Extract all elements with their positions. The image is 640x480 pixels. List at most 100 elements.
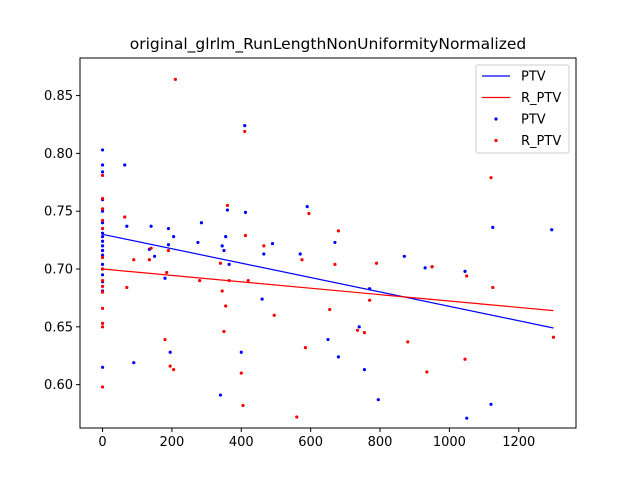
x-tick-label-0: 0 <box>98 435 106 450</box>
point-r-ptv-9 <box>100 290 105 294</box>
point-r-ptv-21 <box>166 248 171 253</box>
point-ptv-25 <box>163 276 167 280</box>
point-r-ptv-24 <box>173 77 177 81</box>
point-ptv-32 <box>218 393 223 397</box>
chart-title: original_glrlm_RunLengthNonUniformityNor… <box>130 35 527 54</box>
point-ptv-38 <box>239 350 243 354</box>
point-ptv-2 <box>100 170 105 174</box>
point-ptv-52 <box>376 398 380 402</box>
x-axis: 0 200 400 600 800 1000 1200 <box>98 428 535 450</box>
legend-box <box>475 64 570 154</box>
point-ptv-12 <box>100 253 105 257</box>
point-r-ptv-43 <box>328 307 332 312</box>
point-r-ptv-32 <box>239 371 243 375</box>
y-tick-label-3: 0.75 <box>44 205 73 220</box>
point-r-ptv-29 <box>224 304 228 308</box>
point-r-ptv-55 <box>489 176 493 180</box>
axes-frame <box>79 57 577 429</box>
point-r-ptv-19 <box>163 337 167 342</box>
point-ptv-56 <box>463 269 467 273</box>
point-r-ptv-30 <box>225 203 230 208</box>
point-r-ptv-14 <box>123 215 127 219</box>
point-r-ptv-11 <box>100 321 105 325</box>
point-r-ptv-25 <box>198 278 202 283</box>
point-r-ptv-50 <box>406 340 410 344</box>
point-r-ptv-45 <box>336 229 341 233</box>
point-ptv-28 <box>168 350 172 354</box>
x-tick-label-1: 200 <box>160 435 185 450</box>
y-tick-label-0: 0.60 <box>44 378 73 393</box>
point-r-ptv-36 <box>246 278 250 283</box>
point-r-ptv-42 <box>307 211 311 216</box>
plot-area <box>100 77 556 420</box>
point-ptv-5 <box>100 221 105 225</box>
point-ptv-15 <box>100 273 105 277</box>
point-ptv-26 <box>166 243 171 247</box>
point-r-ptv-3 <box>100 218 105 223</box>
point-ptv-45 <box>305 204 309 209</box>
y-tick-label-2: 0.70 <box>44 263 73 278</box>
point-r-ptv-57 <box>551 335 556 339</box>
point-r-ptv-40 <box>300 258 304 262</box>
x-tick-label-4: 800 <box>368 435 393 450</box>
point-ptv-57 <box>465 416 469 420</box>
point-ptv-1 <box>100 163 105 167</box>
point-ptv-46 <box>326 337 330 342</box>
point-ptv-58 <box>489 402 493 406</box>
point-r-ptv-46 <box>355 328 360 332</box>
point-r-ptv-37 <box>262 244 266 248</box>
point-ptv-11 <box>100 248 105 253</box>
x-tick-label-6: 1200 <box>502 435 535 450</box>
point-ptv-59 <box>491 225 495 229</box>
point-r-ptv-34 <box>243 129 247 134</box>
point-ptv-41 <box>260 297 264 301</box>
point-ptv-8 <box>100 235 105 239</box>
point-r-ptv-28 <box>222 329 226 334</box>
legend-label-r-ptv-line: R_PTV <box>521 91 561 106</box>
point-ptv-30 <box>196 240 200 245</box>
point-ptv-39 <box>243 124 247 128</box>
x-tick-label-2: 400 <box>229 435 254 450</box>
point-ptv-24 <box>152 254 157 258</box>
point-r-ptv-5 <box>100 255 105 260</box>
point-r-ptv-15 <box>125 285 129 290</box>
point-r-ptv-33 <box>241 403 245 408</box>
point-r-ptv-26 <box>218 261 223 265</box>
x-tick-label-3: 600 <box>298 435 323 450</box>
legend-label-ptv-marker: PTV <box>521 113 546 128</box>
point-ptv-20 <box>125 224 129 228</box>
y-tick-label-5: 0.85 <box>44 89 73 104</box>
point-ptv-43 <box>270 241 275 246</box>
point-r-ptv-23 <box>172 368 176 372</box>
point-r-ptv-2 <box>100 207 105 211</box>
point-ptv-29 <box>172 235 176 239</box>
point-r-ptv-20 <box>165 270 169 275</box>
point-r-ptv-10 <box>100 306 105 310</box>
point-r-ptv-54 <box>465 274 469 278</box>
point-r-ptv-0 <box>100 173 105 177</box>
point-ptv-35 <box>224 235 228 239</box>
point-ptv-19 <box>123 163 127 167</box>
point-r-ptv-49 <box>374 261 379 265</box>
point-r-ptv-47 <box>362 331 367 335</box>
point-r-ptv-18 <box>149 246 153 250</box>
point-r-ptv-52 <box>430 265 434 269</box>
point-ptv-33 <box>220 244 224 248</box>
y-tick-label-1: 0.65 <box>44 320 73 335</box>
y-tick-label-4: 0.80 <box>44 147 73 162</box>
point-r-ptv-38 <box>272 313 276 317</box>
point-r-ptv-44 <box>333 262 337 266</box>
point-ptv-9 <box>100 239 105 243</box>
legend-label-r-ptv-marker: R_PTV <box>521 134 561 149</box>
y-axis: 0.60 0.65 0.70 0.75 0.80 0.85 <box>44 89 80 393</box>
point-ptv-10 <box>100 244 105 248</box>
point-ptv-23 <box>149 224 153 228</box>
point-r-ptv-48 <box>368 298 372 302</box>
point-ptv-13 <box>100 262 105 266</box>
point-ptv-31 <box>199 221 203 225</box>
legend-label-ptv-line: PTV <box>521 70 546 85</box>
point-ptv-34 <box>222 248 226 253</box>
legend-marker-ptv <box>494 117 498 121</box>
point-r-ptv-16 <box>132 258 136 262</box>
